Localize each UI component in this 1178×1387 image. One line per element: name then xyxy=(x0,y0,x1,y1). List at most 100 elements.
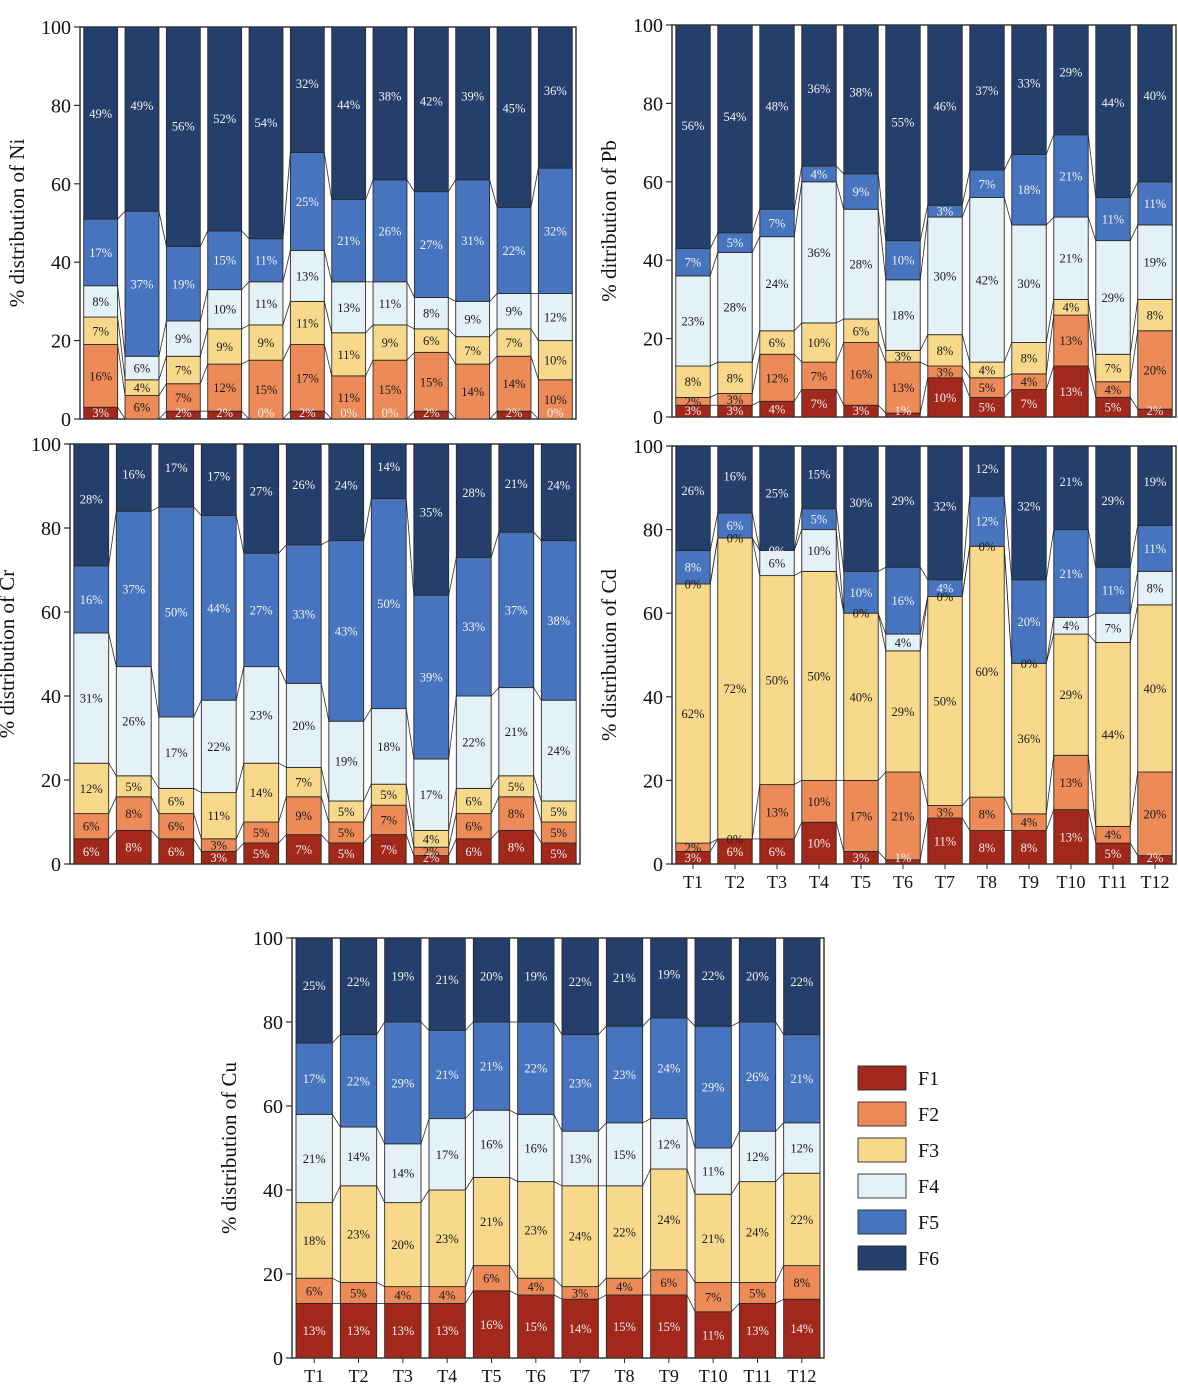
data-label-f4-t2: 0% xyxy=(727,531,744,545)
bar-segment-f2-t8 xyxy=(372,359,408,420)
bar-segment-f6-t3 xyxy=(759,445,795,551)
connector-line xyxy=(1129,842,1139,856)
data-label-f1-t4: 7% xyxy=(811,397,828,411)
connector-line xyxy=(365,360,374,377)
bar-segment-f3-t1 xyxy=(83,316,119,345)
bar-segment-f3-t6 xyxy=(289,300,325,345)
bar-segment-f5-t10 xyxy=(455,556,492,697)
connector-line xyxy=(320,540,330,546)
connector-line xyxy=(920,361,928,367)
connector-line xyxy=(710,361,718,367)
connector-line xyxy=(598,1122,607,1132)
connector-line xyxy=(465,1021,474,1031)
bar-segment-f1-t4 xyxy=(428,1302,466,1359)
y-axis-label: % ditribution of Pb xyxy=(597,140,621,302)
data-label-f4-t12: 19% xyxy=(1144,256,1167,270)
data-label-f6-t9: 32% xyxy=(1018,500,1041,514)
connector-line xyxy=(490,687,500,697)
data-label-f3-t3: 7% xyxy=(175,364,192,378)
bar-segment-f6-t3 xyxy=(759,24,795,210)
chart-panel-ni: 3%16%7%8%17%49%6%4%6%37%49%2%7%7%9%19%56… xyxy=(5,17,577,431)
connector-line xyxy=(1045,365,1055,390)
data-label-f1-t9: 7% xyxy=(1021,397,1038,411)
data-label-f1-t11: 5% xyxy=(1105,847,1122,861)
data-label-f6-t4: 21% xyxy=(436,973,459,987)
connector-line xyxy=(363,784,372,802)
connector-line xyxy=(1003,496,1013,580)
data-label-f3-t9: 24% xyxy=(657,1213,680,1227)
data-label-f2-t11: 4% xyxy=(1105,828,1122,842)
data-label-f1-t6: 15% xyxy=(524,1320,547,1334)
bar-segment-f5-t10 xyxy=(1053,529,1089,618)
data-label-f6-t10: 21% xyxy=(1060,475,1083,489)
data-label-f6-t3: 48% xyxy=(766,99,789,113)
connector-line xyxy=(193,506,202,516)
data-label-f6-t12: 40% xyxy=(1144,89,1167,103)
data-label-f1-t1: 13% xyxy=(303,1324,326,1338)
data-label-f3-t10: 29% xyxy=(1060,688,1083,702)
connector-line xyxy=(323,410,333,420)
data-label-f3-t7: 8% xyxy=(937,344,954,358)
bar-segment-f6-t10 xyxy=(694,937,732,1027)
data-label-f5-t1: 16% xyxy=(80,593,103,607)
data-label-f3-t12: 40% xyxy=(1144,682,1167,696)
connector-line xyxy=(751,330,761,363)
data-label-f4-t3: 14% xyxy=(391,1167,414,1181)
bar-segment-f3-t8 xyxy=(605,1185,644,1279)
data-label-f1-t10: 11% xyxy=(702,1328,724,1342)
x-tick-label-t8: T8 xyxy=(615,1366,635,1386)
data-label-f6-t6: 19% xyxy=(524,969,547,983)
bar-segment-f6-t9 xyxy=(1011,24,1047,155)
bar-segment-f4-t6 xyxy=(285,682,322,768)
legend-swatch-f4 xyxy=(857,1173,907,1199)
data-label-f2-t3: 7% xyxy=(175,391,192,405)
data-label-f4-t12: 8% xyxy=(1147,582,1164,596)
bar-segment-f6-t2 xyxy=(717,24,753,234)
data-label-f3-t11: 7% xyxy=(1105,362,1122,376)
bar-segment-f2-t9 xyxy=(413,351,449,412)
connector-line xyxy=(877,613,887,651)
data-label-f5-t6: 10% xyxy=(892,254,915,268)
connector-line xyxy=(1087,755,1097,827)
bar-segment-f6-t7 xyxy=(328,443,365,542)
connector-line xyxy=(835,181,845,210)
data-label-f6-t11: 21% xyxy=(505,477,528,491)
data-label-f6-t1: 28% xyxy=(80,492,103,506)
connector-line xyxy=(320,767,330,802)
data-label-f3-t8: 22% xyxy=(613,1226,636,1240)
data-label-f2-t3: 12% xyxy=(766,371,789,385)
connector-line xyxy=(490,532,500,558)
bar-segment-f5-t3 xyxy=(158,506,195,718)
bar-segment-f5-t8 xyxy=(605,1025,644,1124)
data-label-f2-t2: 5% xyxy=(350,1286,367,1300)
data-label-f3-t4: 10% xyxy=(808,336,831,350)
bar-segment-f2-t3 xyxy=(759,353,795,402)
data-label-f2-t2: 0% xyxy=(727,832,744,846)
data-label-f5-t3: 7% xyxy=(769,216,786,230)
bar-segment-f5-t7 xyxy=(331,199,367,283)
connector-line xyxy=(448,695,457,760)
connector-line xyxy=(1003,546,1013,664)
data-label-f4-t9: 30% xyxy=(1018,277,1041,291)
bar-segment-f4-t3 xyxy=(158,716,195,789)
bar-segment-f4-t5 xyxy=(843,208,879,320)
data-label-f3-t6: 3% xyxy=(895,350,912,364)
connector-line xyxy=(489,293,498,302)
bar-segment-f2-t4 xyxy=(207,363,243,412)
data-label-f6-t7: 44% xyxy=(337,98,360,112)
bar-segment-f4-t9 xyxy=(1011,224,1047,343)
connector-line xyxy=(117,407,126,420)
data-label-f1-t11: 8% xyxy=(508,841,525,855)
x-tick-label-t4: T4 xyxy=(809,872,829,892)
data-label-f3-t1: 12% xyxy=(80,782,103,796)
data-label-f4-t10: 21% xyxy=(1060,252,1083,266)
data-label-f2-t2: 6% xyxy=(134,401,151,415)
bar-segment-f3-t9 xyxy=(1011,342,1047,375)
connector-line xyxy=(490,830,500,840)
data-label-f2-t3: 4% xyxy=(394,1289,411,1303)
data-label-f1-t3: 6% xyxy=(769,845,786,859)
x-tick-label-t11: T11 xyxy=(743,1366,771,1386)
connector-line xyxy=(1087,809,1097,844)
bar-segment-f6-t1 xyxy=(675,24,711,249)
data-label-f6-t12: 24% xyxy=(547,479,570,493)
